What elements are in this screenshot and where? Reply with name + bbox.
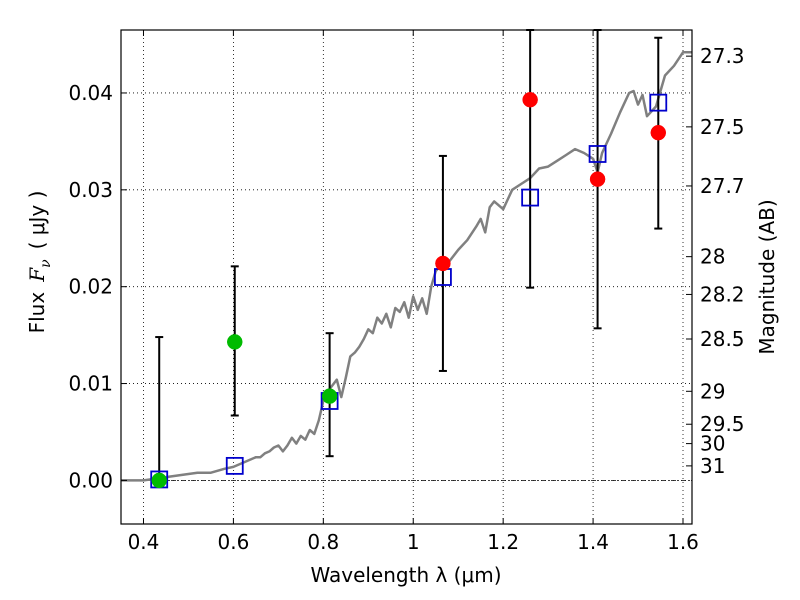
detection-point bbox=[589, 171, 606, 187]
x-tick-label: 0.8 bbox=[307, 530, 339, 554]
observed-points bbox=[151, 91, 667, 489]
model-spectrum-line bbox=[121, 51, 692, 482]
model-flux-square bbox=[649, 93, 668, 112]
plot-background bbox=[121, 30, 692, 524]
limit-point bbox=[321, 388, 338, 404]
right-tick-label: 27.7 bbox=[700, 174, 745, 198]
x-tick-label: 1.4 bbox=[577, 530, 609, 554]
detection-point bbox=[522, 91, 538, 108]
y-axis-title: Flux Fν ( μJy ) bbox=[25, 191, 54, 334]
right-tick-label: 28.5 bbox=[700, 327, 745, 351]
x-axis-title: Wavelength λ (μm) bbox=[310, 563, 501, 587]
x-axis-ticks: 0.4 0.6 0.8 1 1.2 1.4 1.6 bbox=[128, 30, 699, 554]
y-tick-label: 0.03 bbox=[68, 178, 113, 202]
y-tick-label: 0.02 bbox=[68, 275, 113, 299]
right-tick-label: 31 bbox=[700, 454, 725, 478]
y-axis-title-prefix: Flux bbox=[25, 292, 49, 334]
right-tick-label: 27.3 bbox=[700, 44, 745, 68]
right-tick-label: 28.2 bbox=[700, 282, 745, 306]
x-tick-label: 0.4 bbox=[128, 530, 160, 554]
detection-point bbox=[650, 124, 667, 141]
limit-point bbox=[227, 334, 243, 350]
right-tick-label: 29 bbox=[700, 379, 725, 403]
plot-frame bbox=[120, 29, 693, 525]
y-axis-title-symbol: F bbox=[25, 267, 49, 283]
x-tick-label: 1 bbox=[407, 530, 420, 554]
y-tick-label: 0.01 bbox=[68, 372, 113, 396]
y-axis-title-subscript: ν bbox=[38, 259, 54, 268]
model-flux-square bbox=[225, 456, 244, 475]
model-flux-square bbox=[588, 145, 607, 163]
limit-point bbox=[151, 472, 167, 489]
right-tick-label: 28 bbox=[700, 245, 725, 269]
x-tick-label: 1.2 bbox=[487, 530, 519, 554]
y-tick-label: 0.04 bbox=[68, 81, 113, 105]
x-tick-label: 1.6 bbox=[667, 530, 699, 554]
model-flux-square bbox=[521, 188, 540, 207]
right-axis-title: Magnitude (AB) bbox=[755, 199, 779, 354]
y-axis-ticks: 0.00 0.01 0.02 0.03 0.04 bbox=[68, 81, 127, 492]
detection-point bbox=[435, 255, 451, 272]
right-tick-label: 30 bbox=[700, 432, 725, 456]
right-tick-label: 27.5 bbox=[700, 115, 745, 139]
y-tick-label: 0.00 bbox=[68, 468, 113, 492]
y-axis-title-suffix: ( μJy ) bbox=[25, 191, 49, 250]
x-tick-label: 0.6 bbox=[217, 530, 249, 554]
right-tick-label: 29.5 bbox=[700, 412, 745, 436]
